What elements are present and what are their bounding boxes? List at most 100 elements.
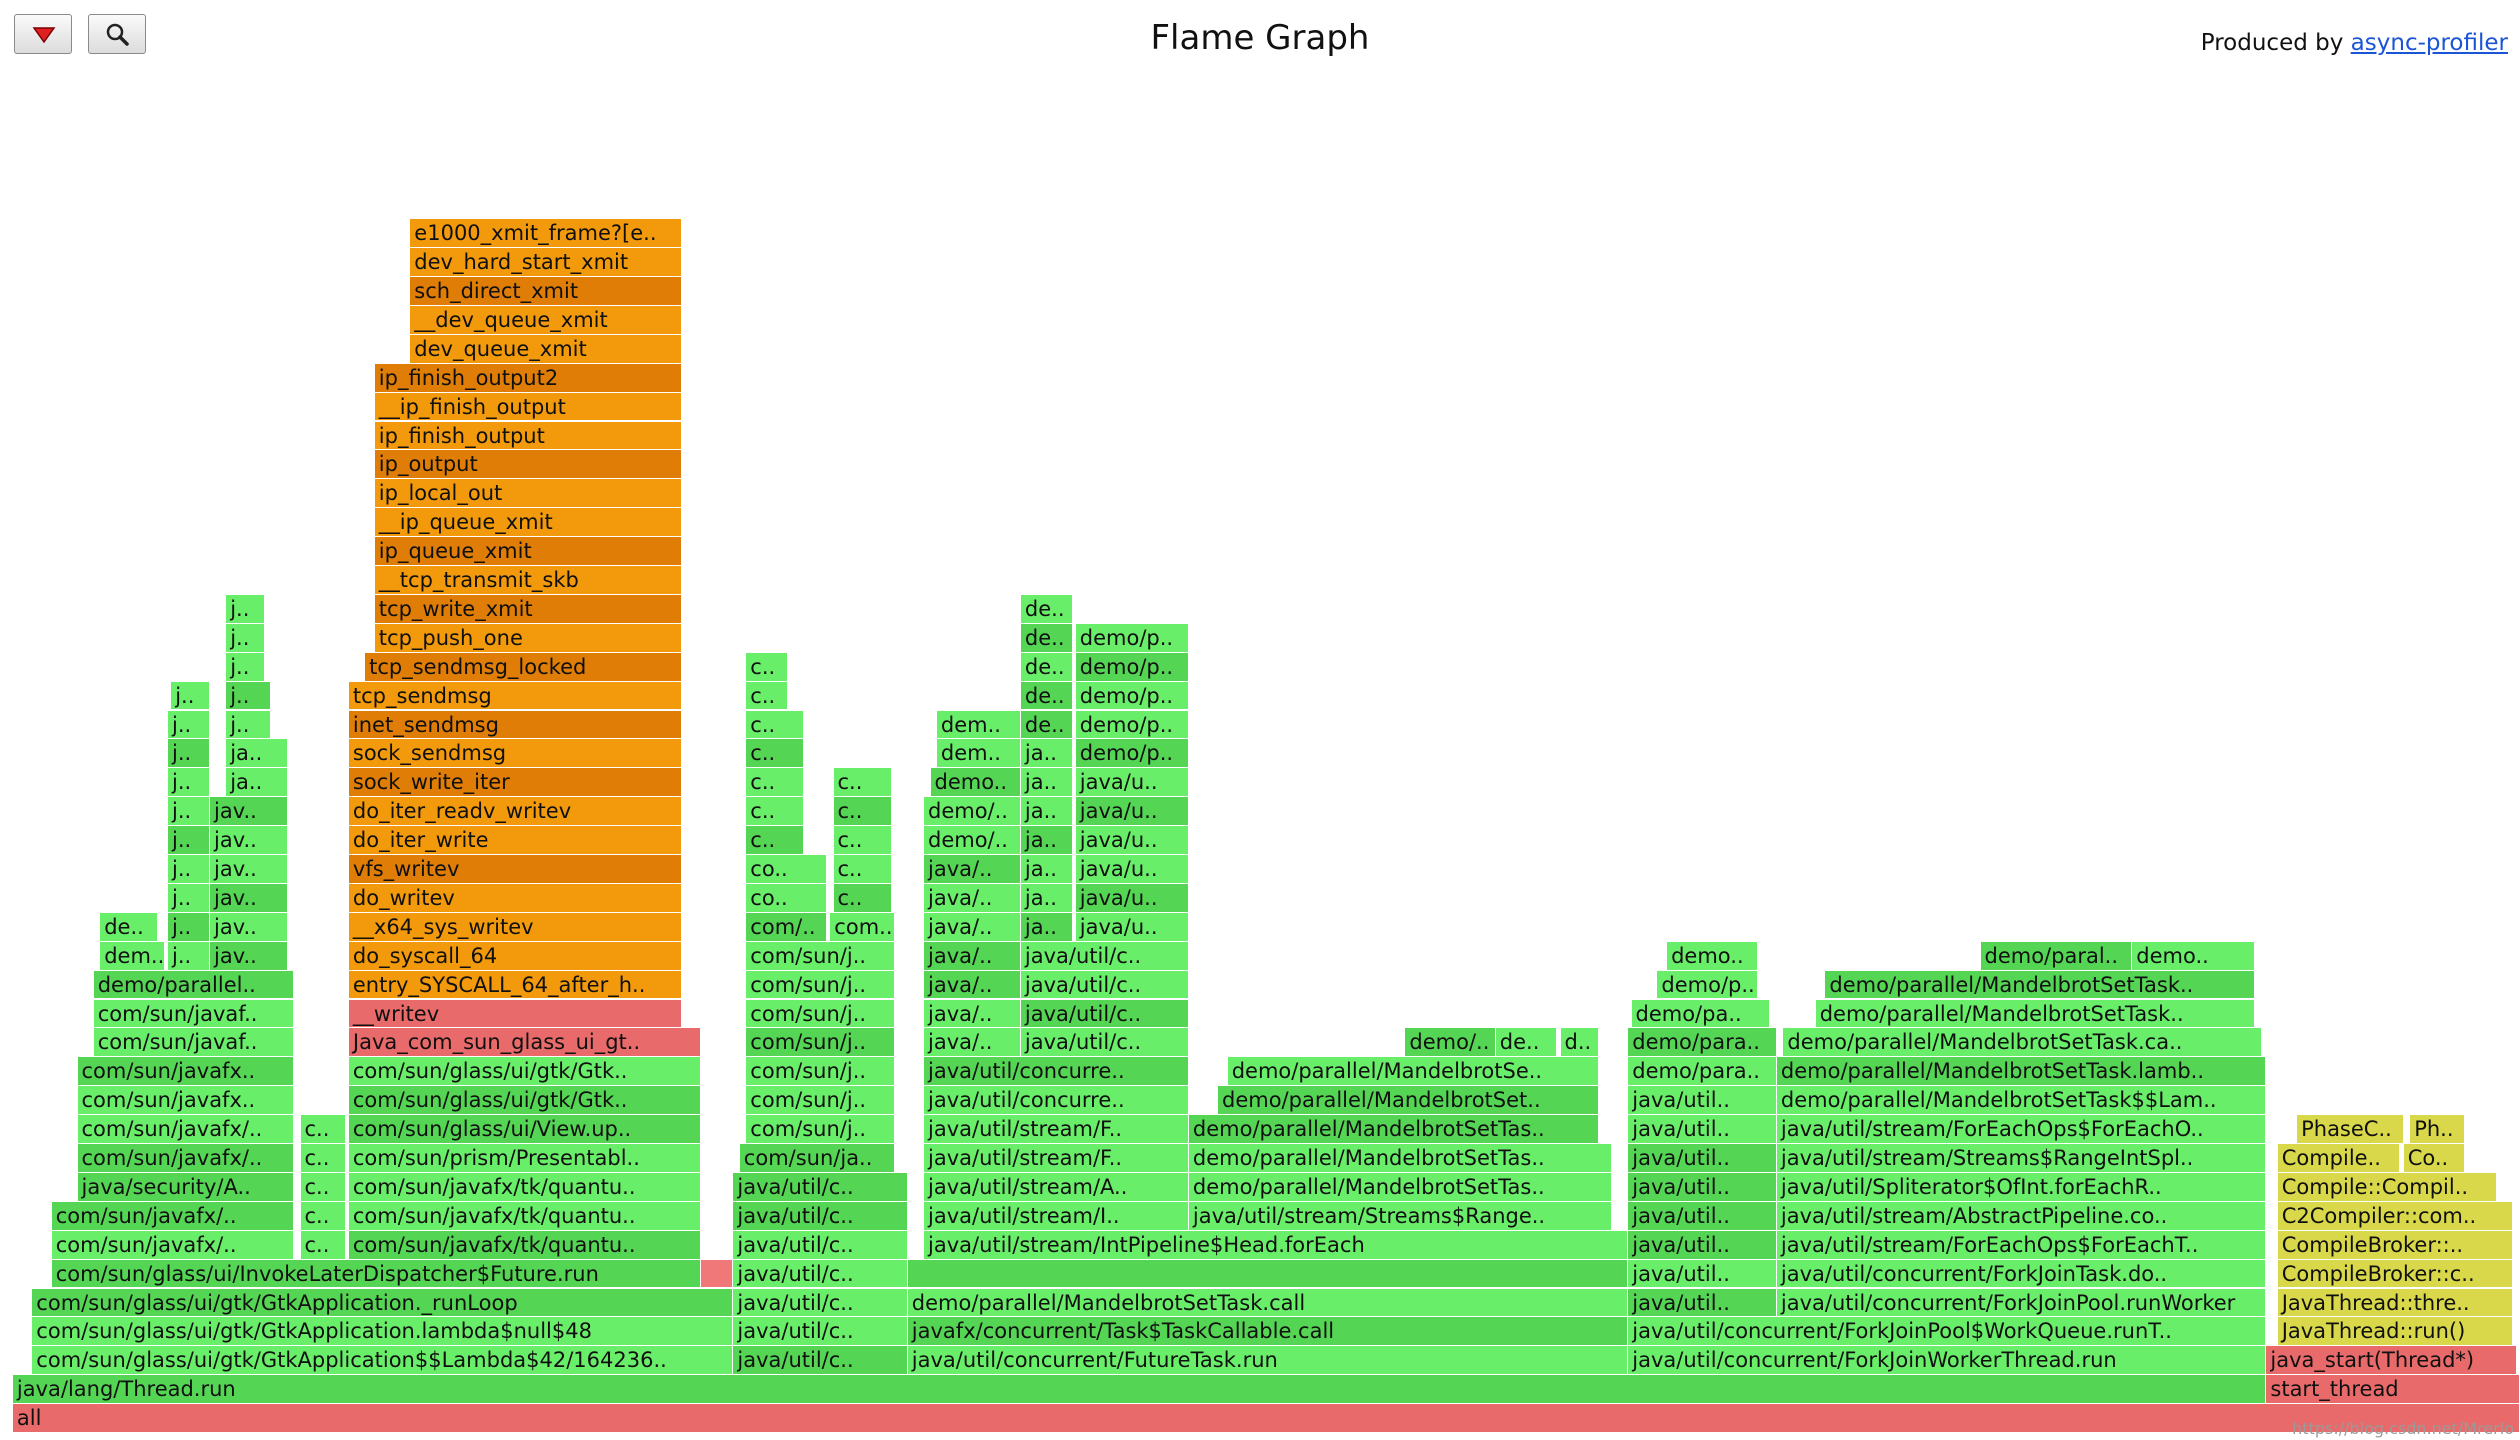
flame-frame[interactable]: tcp_write_xmit — [374, 594, 682, 623]
flame-frame[interactable]: java/u.. — [1075, 883, 1189, 912]
flame-frame[interactable]: java/.. — [924, 970, 1021, 999]
flame-frame[interactable]: com/sun/javaf.. — [93, 999, 294, 1028]
flame-frame[interactable]: com/sun/javafx/tk/quantu.. — [348, 1230, 702, 1259]
flame-frame[interactable]: java/util/stream/IntPipeline$Head.forEac… — [924, 1230, 1629, 1259]
flame-frame[interactable]: java/util.. — [1628, 1144, 1777, 1172]
flame-frame[interactable]: do_iter_write — [348, 826, 682, 854]
flame-frame[interactable]: c.. — [746, 768, 805, 797]
flame-frame[interactable]: __writev — [348, 999, 682, 1028]
flame-frame[interactable]: sch_direct_xmit — [410, 277, 682, 305]
flame-frame[interactable]: java/security/A.. — [77, 1172, 294, 1201]
flame-frame[interactable]: demo.. — [2132, 941, 2256, 970]
flame-frame[interactable]: demo/parallel.. — [93, 970, 294, 999]
flame-frame[interactable]: java/u.. — [1075, 797, 1189, 826]
flame-frame[interactable]: java/util/stream/AbstractPipeline.co.. — [1776, 1201, 2267, 1230]
flame-frame[interactable] — [907, 1259, 1629, 1288]
flame-frame[interactable]: java/util/c.. — [733, 1201, 908, 1230]
flame-frame[interactable]: all — [12, 1404, 2520, 1432]
flame-frame[interactable]: c.. — [746, 710, 805, 739]
flame-frame[interactable]: demo/parallel/MandelbrotSet.. — [1218, 1086, 1600, 1115]
flame-frame[interactable]: com/sun/j.. — [746, 1028, 895, 1057]
flame-frame[interactable]: java/util/concurrent/ForkJoinWorkerThrea… — [1628, 1346, 2267, 1375]
flame-frame[interactable]: demo/parallel/MandelbrotSetTask.call — [907, 1288, 1629, 1317]
flame-frame[interactable]: j.. — [168, 797, 210, 826]
flame-frame[interactable]: tcp_sendmsg — [348, 681, 682, 710]
flame-frame[interactable]: java/util.. — [1628, 1115, 1777, 1143]
flame-frame[interactable]: ip_finish_output2 — [374, 363, 682, 392]
flame-frame[interactable]: ja.. — [1020, 855, 1073, 883]
flame-frame[interactable]: java/.. — [924, 999, 1021, 1028]
flame-frame[interactable]: jav.. — [210, 883, 288, 912]
flame-frame[interactable]: com/sun/glass/ui/gtk/Gtk.. — [348, 1086, 702, 1115]
flame-frame[interactable]: c.. — [300, 1230, 346, 1259]
flame-frame[interactable]: java/util/c.. — [1020, 999, 1189, 1028]
flame-frame[interactable]: java/u.. — [1075, 826, 1189, 854]
flame-frame[interactable]: java/util/stream/ForEachOps$ForEachT.. — [1776, 1230, 2267, 1259]
flame-frame[interactable]: CompileBroker::.. — [2277, 1230, 2514, 1259]
flame-frame[interactable]: demo/parallel/MandelbrotSetTask.. — [1815, 999, 2256, 1028]
flame-frame[interactable]: demo/parallel/MandelbrotSetTas.. — [1188, 1144, 1613, 1172]
flame-frame[interactable]: com/sun/glass/ui/gtk/GtkApplication.lamb… — [32, 1317, 734, 1346]
flame-frame[interactable]: java/util/stream/ForEachOps$ForEachO.. — [1776, 1115, 2267, 1143]
reverse-button[interactable] — [14, 14, 72, 54]
flame-frame[interactable]: demo/para.. — [1628, 1057, 1777, 1086]
flame-frame[interactable]: JavaThread::thre.. — [2277, 1288, 2514, 1317]
flame-frame[interactable]: com/sun/glass/ui/View.up.. — [348, 1115, 702, 1143]
flame-frame[interactable]: do_iter_readv_writev — [348, 797, 682, 826]
flame-frame[interactable]: demo/parallel/MandelbrotSetTask.lamb.. — [1776, 1057, 2267, 1086]
flame-frame[interactable]: demo/parallel/MandelbrotSetTas.. — [1188, 1172, 1613, 1201]
flame-frame[interactable]: demo/parallel/MandelbrotSe.. — [1227, 1057, 1600, 1086]
flame-frame[interactable]: java/lang/Thread.run — [12, 1375, 2267, 1404]
flame-frame[interactable]: c.. — [746, 797, 805, 826]
flame-frame[interactable]: com/sun/prism/Presentabl.. — [348, 1144, 702, 1172]
flame-frame[interactable]: java/.. — [924, 855, 1021, 883]
flame-frame[interactable]: de.. — [1495, 1028, 1558, 1057]
flame-frame[interactable]: Co.. — [2403, 1144, 2466, 1172]
flame-frame[interactable]: java/.. — [924, 1028, 1021, 1057]
flame-frame[interactable] — [701, 1259, 734, 1288]
flame-frame[interactable]: java/util/stream/F.. — [924, 1115, 1189, 1143]
flame-frame[interactable]: Compile.. — [2277, 1144, 2401, 1172]
flame-frame[interactable]: ip_queue_xmit — [374, 537, 682, 565]
flame-frame[interactable]: com/sun/javafx.. — [77, 1086, 294, 1115]
flame-frame[interactable]: demo/para.. — [1628, 1028, 1777, 1057]
flame-frame[interactable]: com/sun/javafx.. — [77, 1057, 294, 1086]
search-button[interactable] — [88, 14, 146, 54]
flame-frame[interactable]: java/util.. — [1628, 1259, 1777, 1288]
flame-frame[interactable]: j.. — [168, 855, 210, 883]
flame-frame[interactable]: com/sun/ja.. — [739, 1144, 895, 1172]
flame-frame[interactable]: java/util/c.. — [733, 1346, 908, 1375]
flame-frame[interactable]: ja.. — [1020, 826, 1073, 854]
flame-frame[interactable]: c.. — [746, 681, 789, 710]
flame-frame[interactable]: C2Compiler::com.. — [2277, 1201, 2514, 1230]
flame-frame[interactable]: j.. — [226, 623, 265, 652]
flame-frame[interactable]: java/util/Spliterator$OfInt.forEachR.. — [1776, 1172, 2267, 1201]
flame-frame[interactable]: java/util/concurrent/ForkJoinPool.runWor… — [1776, 1288, 2267, 1317]
flame-frame[interactable]: com/sun/glass/ui/gtk/Gtk.. — [348, 1057, 702, 1086]
flame-frame[interactable]: ja.. — [1020, 797, 1073, 826]
flame-frame[interactable]: java/util.. — [1628, 1288, 1777, 1317]
flame-frame[interactable]: c.. — [833, 797, 892, 826]
flame-frame[interactable]: java/util/c.. — [733, 1288, 908, 1317]
flame-frame[interactable]: JavaThread::run() — [2277, 1317, 2514, 1346]
flame-frame[interactable]: j.. — [168, 826, 210, 854]
flame-frame[interactable]: com/sun/javafx/tk/quantu.. — [348, 1172, 702, 1201]
flame-frame[interactable]: ja.. — [1020, 883, 1073, 912]
flame-frame[interactable]: sock_sendmsg — [348, 739, 682, 768]
flame-frame[interactable]: com/sun/glass/ui/InvokeLaterDispatcher$F… — [51, 1259, 702, 1288]
flame-frame[interactable]: java/util/concurrent/ForkJoinTask.do.. — [1776, 1259, 2267, 1288]
flame-frame[interactable]: jav.. — [210, 855, 288, 883]
flame-frame[interactable]: demo/p.. — [1075, 710, 1189, 739]
flame-frame[interactable]: do_syscall_64 — [348, 941, 682, 970]
flame-frame[interactable]: java/.. — [924, 883, 1021, 912]
flame-frame[interactable]: Java_com_sun_glass_ui_gt.. — [348, 1028, 702, 1057]
flame-frame[interactable]: __dev_queue_xmit — [410, 305, 682, 334]
flame-frame[interactable]: tcp_sendmsg_locked — [365, 652, 682, 681]
flame-frame[interactable]: com/sun/glass/ui/gtk/GtkApplication$$Lam… — [32, 1346, 734, 1375]
flame-frame[interactable]: com/.. — [746, 912, 828, 941]
flame-frame[interactable]: java/util/concurre.. — [924, 1057, 1189, 1086]
flame-frame[interactable]: Ph.. — [2410, 1115, 2466, 1143]
flame-frame[interactable]: ja.. — [1020, 739, 1073, 768]
flame-frame[interactable]: de.. — [100, 912, 159, 941]
flame-frame[interactable]: de.. — [1020, 710, 1073, 739]
